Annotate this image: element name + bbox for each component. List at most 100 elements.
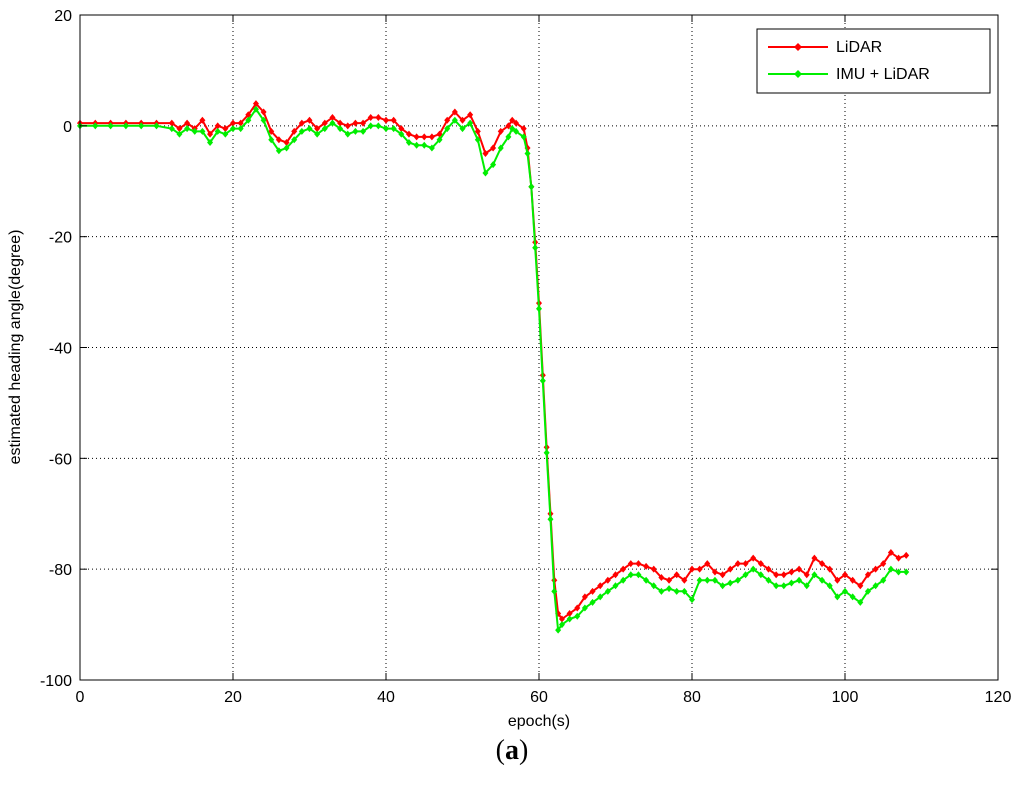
data-point-imu-lidar: [539, 377, 546, 385]
data-point-lidar: [788, 568, 795, 576]
data-point-imu-lidar: [252, 105, 259, 113]
data-point-lidar: [887, 549, 894, 557]
data-point-lidar: [252, 100, 259, 108]
data-point-imu-lidar: [803, 582, 810, 590]
data-point-lidar: [635, 560, 642, 568]
data-point-lidar: [451, 108, 458, 116]
legend-box: [756, 28, 991, 94]
data-point-imu-lidar: [199, 127, 206, 135]
data-point-imu-lidar: [184, 125, 191, 133]
data-point-lidar: [413, 133, 420, 141]
data-point-lidar: [344, 122, 351, 130]
data-point-lidar: [650, 565, 657, 573]
data-point-imu-lidar: [612, 582, 619, 590]
data-point-imu-lidar: [122, 122, 129, 130]
data-point-imu-lidar: [520, 133, 527, 141]
data-point-lidar: [390, 116, 397, 124]
data-point-lidar: [467, 111, 474, 119]
legend-label-lidar: LiDAR: [836, 39, 882, 56]
x-axis-label: epoch(s): [508, 713, 570, 730]
data-point-imu-lidar: [666, 585, 673, 593]
data-point-imu-lidar: [153, 122, 160, 130]
data-point-imu-lidar: [360, 127, 367, 135]
caption-close: ): [519, 735, 529, 766]
figure-caption: (a): [0, 735, 1024, 767]
data-point-imu-lidar: [604, 587, 611, 595]
legend-marker-lidar: [794, 43, 802, 51]
data-point-imu-lidar: [811, 571, 818, 579]
data-point-imu-lidar: [138, 122, 145, 130]
data-point-lidar: [360, 119, 367, 127]
data-point-lidar: [176, 125, 183, 133]
data-point-imu-lidar: [283, 144, 290, 152]
data-point-imu-lidar: [191, 127, 198, 135]
y-tick-label: -40: [49, 341, 72, 358]
data-point-lidar: [497, 127, 504, 135]
y-tick-label: 0: [63, 119, 72, 136]
y-tick-label: -60: [49, 451, 72, 468]
data-point-imu-lidar: [344, 130, 351, 138]
data-point-imu-lidar: [459, 125, 466, 133]
data-point-lidar: [558, 615, 565, 623]
data-point-lidar: [490, 144, 497, 152]
y-axis-label: estimated heading angle(degree): [7, 230, 24, 465]
data-point-imu-lidar: [497, 144, 504, 152]
data-point-imu-lidar: [551, 587, 558, 595]
data-point-lidar: [260, 108, 267, 116]
data-point-lidar: [505, 122, 512, 130]
data-point-lidar: [298, 119, 305, 127]
data-point-lidar: [337, 119, 344, 127]
data-point-imu-lidar: [383, 125, 389, 133]
data-point-imu-lidar: [337, 125, 344, 133]
data-point-imu-lidar: [207, 138, 214, 146]
data-point-lidar: [750, 554, 757, 562]
data-point-lidar: [383, 116, 389, 124]
data-point-lidar: [627, 560, 634, 568]
series-markers-imu-lidar: [77, 105, 910, 634]
data-point-lidar: [275, 136, 282, 144]
data-point-lidar: [168, 119, 175, 127]
y-tick-label: -100: [40, 673, 72, 690]
data-point-lidar: [811, 554, 818, 562]
data-point-imu-lidar: [555, 626, 562, 634]
data-point-lidar: [834, 576, 841, 584]
data-point-lidar: [482, 150, 489, 158]
data-point-lidar: [711, 568, 718, 576]
data-point-imu-lidar: [214, 127, 221, 135]
data-point-imu-lidar: [268, 136, 275, 144]
data-point-imu-lidar: [428, 144, 435, 152]
data-point-lidar: [589, 587, 596, 595]
series-layer: [77, 100, 910, 634]
data-point-imu-lidar: [796, 576, 803, 584]
data-point-imu-lidar: [321, 125, 328, 133]
legend: LiDAR IMU + LiDAR: [756, 28, 991, 94]
data-point-imu-lidar: [314, 130, 321, 138]
data-point-imu-lidar: [490, 161, 497, 169]
x-tick-label: 80: [683, 689, 701, 706]
data-point-imu-lidar: [742, 571, 749, 579]
data-point-imu-lidar: [650, 582, 657, 590]
data-point-lidar: [666, 576, 673, 584]
tick-marks: [79, 14, 999, 681]
data-point-lidar: [367, 114, 374, 122]
data-point-lidar: [421, 133, 428, 141]
legend-label-imu-lidar: IMU + LiDAR: [836, 66, 930, 83]
data-point-imu-lidar: [711, 576, 718, 584]
data-point-lidar: [214, 122, 221, 130]
tick-labels: 0 20 40 60 80 100 120 20 0 -20 -40 -60 -80 -100: [40, 8, 1011, 706]
data-point-imu-lidar: [643, 576, 650, 584]
data-point-imu-lidar: [689, 596, 695, 604]
data-point-imu-lidar: [780, 582, 787, 590]
x-tick-label: 20: [224, 689, 242, 706]
data-point-imu-lidar: [547, 515, 554, 523]
data-point-lidar: [796, 565, 803, 573]
data-point-lidar: [643, 562, 650, 570]
data-point-imu-lidar: [352, 127, 359, 135]
data-point-lidar: [734, 560, 741, 568]
data-point-imu-lidar: [704, 576, 711, 584]
data-point-imu-lidar: [168, 125, 175, 133]
data-point-imu-lidar: [558, 621, 565, 629]
data-point-imu-lidar: [681, 587, 688, 595]
data-point-imu-lidar: [92, 122, 99, 130]
data-point-imu-lidar: [887, 565, 894, 573]
